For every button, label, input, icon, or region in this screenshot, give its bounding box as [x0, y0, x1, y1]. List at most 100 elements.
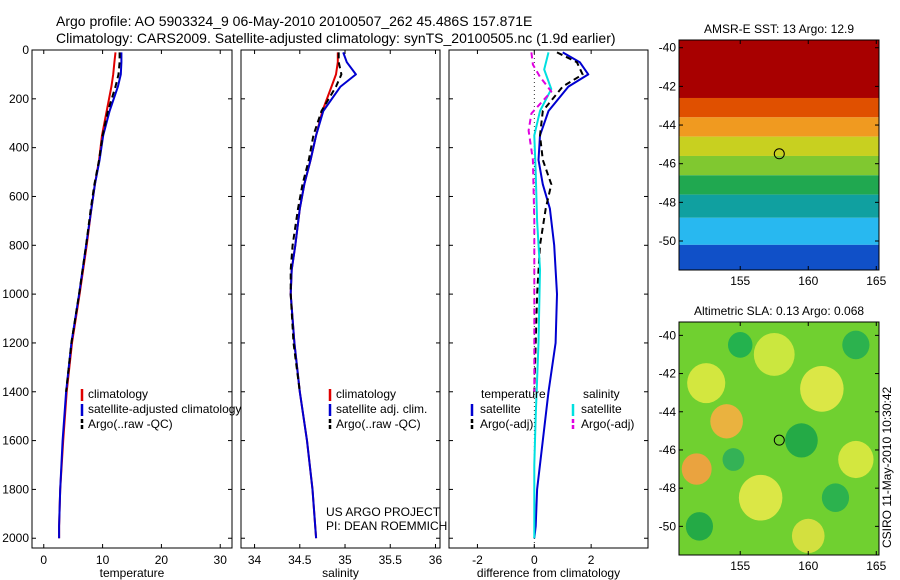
anomaly-blob [753, 333, 795, 376]
temperature-panel: 0 200 400 600 800 1000 1200 1400 1600 1800 2000 0 10… [2, 43, 241, 580]
anomaly-blob [791, 518, 825, 554]
anomaly-blob [785, 423, 818, 458]
y-tick-label: 1200 [2, 336, 29, 350]
colour-band [679, 194, 879, 218]
y-tick-label: -46 [659, 157, 677, 171]
csiro-timestamp: CSIRO 11-May-2010 10:30:42 [880, 386, 894, 548]
y-tick-label: 800 [9, 238, 29, 252]
x-tick-label: 35.5 [379, 553, 403, 567]
colour-band [679, 136, 879, 156]
y-tick-label: 600 [9, 189, 29, 203]
x-tick-label: 34 [248, 553, 262, 567]
x-tick-label: 0 [531, 553, 538, 567]
y-tick-label: -48 [659, 195, 677, 209]
colour-band [679, 217, 879, 245]
colour-band [679, 155, 879, 176]
x-tick-label: 160 [798, 559, 818, 573]
legend-label: satellite [480, 402, 521, 416]
legend-label: Argo(-adj) [581, 417, 634, 431]
anomaly-blob [722, 448, 745, 471]
salinity-panel: 34 34.5 35 35.5 36 salinity climatologysatelli… [240, 49, 443, 580]
x-tick-label: 36 [429, 553, 443, 567]
y-tick-label: -50 [659, 234, 677, 248]
plot-frame [240, 49, 441, 549]
y-tick-label: 2000 [2, 531, 29, 545]
legend-group-title: temperature [481, 387, 546, 401]
map-field [679, 40, 879, 270]
map-frame [678, 39, 880, 271]
legend-label: Argo(-adj) [480, 417, 533, 431]
y-tick-label: -44 [659, 118, 677, 132]
y-tick-label: 1400 [2, 385, 29, 399]
series-line [289, 52, 357, 539]
y-tick-label: 400 [9, 141, 29, 155]
y-tick-label: -44 [659, 405, 677, 419]
legend-label: satellite [581, 402, 622, 416]
series-line [65, 52, 121, 392]
legend-label: climatology [336, 387, 396, 401]
anomaly-blob [800, 365, 844, 412]
y-tick-label: -42 [659, 367, 677, 381]
x-tick-label: 160 [798, 274, 818, 288]
x-tick-label: 30 [214, 553, 228, 567]
legend-label: Argo(..raw -QC) [88, 417, 173, 431]
project-credit-line1: US ARGO PROJECT [326, 505, 441, 519]
x-tick-label: 165 [866, 274, 886, 288]
argo-position-marker [773, 148, 785, 160]
sst-map-panel: -40 -42 -44 -46 -48 -50 155 160 165 AMSR-E SST: 1… [659, 22, 887, 288]
x-axis-label: temperature [100, 566, 165, 580]
x-tick-label: 2 [588, 553, 595, 567]
anomaly-blob [685, 512, 714, 541]
colour-band [679, 175, 879, 195]
legend-group-title: salinity [583, 387, 620, 401]
y-tick-label: 1600 [2, 434, 29, 448]
map-frame [678, 321, 880, 556]
anomaly-blob [687, 363, 726, 404]
legend-label: climatology [88, 387, 148, 401]
colour-band [679, 97, 879, 118]
anomaly-blob [821, 483, 850, 512]
anomaly-blob [838, 440, 874, 479]
colour-band [679, 244, 879, 270]
x-tick-label: 0 [40, 553, 47, 567]
x-tick-label: -2 [472, 553, 483, 567]
argo-position-marker [773, 434, 785, 446]
y-tick-label: -50 [659, 519, 677, 533]
y-tick-label: 0 [22, 43, 29, 57]
anomaly-blob [727, 332, 753, 358]
map-field [679, 322, 879, 555]
x-axis-label: salinity [322, 566, 359, 580]
series-line [527, 52, 553, 392]
x-tick-label: 155 [730, 274, 750, 288]
y-tick-label: -46 [659, 443, 677, 457]
map-title: Altimetric SLA: 0.13 Argo: 0.068 [694, 304, 864, 318]
y-tick-label: -42 [659, 79, 677, 93]
plot-frame [31, 49, 233, 549]
series-line [533, 51, 590, 539]
legend-label: satellite-adjusted climatology [88, 402, 241, 416]
x-axis-label: difference from climatology [477, 566, 620, 580]
colour-band [679, 117, 879, 137]
legend-label: Argo(..raw -QC) [336, 417, 421, 431]
colour-band [679, 40, 879, 98]
anomaly-blob [842, 330, 870, 360]
figure-title-line2: Climatology: CARS2009. Satellite-adjuste… [56, 30, 616, 46]
anomaly-blob [681, 453, 712, 485]
y-tick-label: -40 [659, 328, 677, 342]
map-title: AMSR-E SST: 13 Argo: 12.9 [704, 22, 854, 36]
plot-frame [448, 49, 649, 549]
y-tick-label: -40 [659, 41, 677, 55]
project-credit-line2: PI: DEAN ROEMMICH [326, 519, 447, 533]
anomaly-blob [738, 474, 783, 521]
series-line [533, 52, 553, 539]
x-tick-label: 155 [730, 559, 750, 573]
series-line [58, 52, 123, 539]
x-tick-label: 20 [155, 553, 169, 567]
sla-map-panel: -40 -42 -44 -46 -48 -50 155 160 165 Altimetric SL… [659, 304, 887, 573]
y-tick-label: 1800 [2, 482, 29, 496]
x-tick-label: 34.5 [288, 553, 312, 567]
y-tick-label: 1000 [2, 287, 29, 301]
anomaly-blob [710, 404, 743, 439]
